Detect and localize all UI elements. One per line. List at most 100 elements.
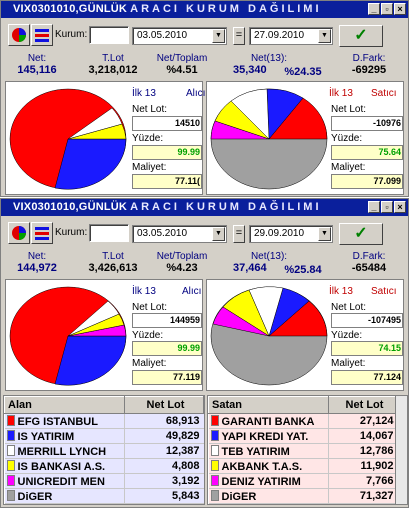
- broker-cell: UNICREDIT MEN: [4, 473, 125, 489]
- seller-ilk13-label: İlk 13: [329, 88, 353, 99]
- table-row[interactable]: MERRILL LYNCH 12,387: [4, 443, 204, 459]
- net-toplam-label: Net/Toplam: [156, 251, 208, 262]
- legend-swatch: [210, 474, 219, 486]
- seller-yuzde-field: 74.15: [331, 341, 403, 356]
- minimize-button[interactable]: _: [368, 3, 380, 15]
- kurum-input[interactable]: [89, 224, 129, 242]
- net-label: Net:: [27, 53, 47, 64]
- kurum-label: Kurum:: [55, 227, 88, 238]
- kurum-label: Kurum:: [55, 29, 88, 40]
- chevron-down-icon[interactable]: ▼: [318, 227, 331, 241]
- broker-name: IS YATIRIM: [17, 430, 75, 443]
- equals-button[interactable]: =: [233, 225, 245, 243]
- chevron-down-icon[interactable]: ▼: [212, 227, 225, 241]
- seller-yuzde-label: Yüzde:: [331, 330, 363, 341]
- broker-cell: DENIZ YATIRIM: [208, 473, 329, 489]
- window-subtitle: ARACI KURUM DAĞILIMI: [130, 3, 322, 15]
- netlot-cell: 68,913: [124, 413, 204, 429]
- broker-cell: MERRILL LYNCH: [4, 443, 125, 459]
- table-row[interactable]: DENIZ YATIRIM 7,766: [208, 473, 398, 489]
- chevron-down-icon[interactable]: ▼: [212, 29, 225, 43]
- table-row[interactable]: GARANTI BANKA 27,124: [208, 413, 398, 429]
- net-label: Net:: [27, 251, 47, 262]
- seller-panel: İlk 13 Satıcı Net Lot: -107495 Yüzde: 74…: [206, 279, 404, 391]
- netlot-cell: 14,067: [328, 428, 398, 444]
- title-bar[interactable]: VIX0301010,GÜNLÜK ARACI KURUM DAĞILIMI _…: [1, 199, 408, 216]
- restore-button[interactable]: ▫: [381, 3, 393, 15]
- net-value: 145,116: [17, 64, 57, 76]
- buyer-yuzde-field: 99.99: [132, 145, 202, 160]
- minimize-button[interactable]: _: [368, 201, 380, 213]
- legend-swatch: [6, 429, 15, 441]
- checkmark-icon: ✓: [354, 225, 368, 242]
- buyer-yuzde-label: Yüzde:: [132, 133, 164, 144]
- alan-table: Alan Net Lot EFG ISTANBUL 68,913 IS YATIRI…: [3, 395, 205, 505]
- close-button[interactable]: ×: [394, 3, 406, 15]
- seller-netlot-label: Net Lot:: [331, 302, 367, 313]
- netlot-cell: 27,124: [328, 413, 398, 429]
- netlot-cell: 3,192: [124, 473, 204, 489]
- chevron-down-icon[interactable]: ▼: [318, 29, 331, 43]
- table-row[interactable]: IS BANKASI A.S. 4,808: [4, 458, 204, 474]
- table-row[interactable]: YAPI KREDI YAT. 14,067: [208, 428, 398, 444]
- confirm-button[interactable]: ✓: [339, 25, 383, 47]
- net13-label: Net(13):: [250, 53, 288, 64]
- window-title: VIX0301010,GÜNLÜK: [13, 201, 128, 213]
- buyer-maliyet-label: Maliyet:: [132, 358, 167, 369]
- legend-swatch: [6, 474, 15, 486]
- list-view-icon[interactable]: [31, 222, 53, 244]
- alan-header[interactable]: Alan: [4, 396, 125, 414]
- window-subtitle: ARACI KURUM DAĞILIMI: [130, 201, 322, 213]
- top-window: VIX0301010,GÜNLÜK ARACI KURUM DAĞILIMI _…: [0, 0, 409, 197]
- net-value: 144,972: [17, 262, 57, 274]
- table-row[interactable]: AKBANK T.A.S. 11,902: [208, 458, 398, 474]
- confirm-button[interactable]: ✓: [339, 223, 383, 245]
- kurum-input[interactable]: [89, 26, 129, 44]
- seller-pie-chart: [210, 88, 328, 190]
- title-bar[interactable]: VIX0301010,GÜNLÜK ARACI KURUM DAĞILIMI _…: [1, 1, 408, 18]
- satan-header[interactable]: Satan: [208, 396, 329, 414]
- date-to-combo[interactable]: 27.09.2010 ▼: [249, 27, 333, 45]
- netlot-cell: 49,829: [124, 428, 204, 444]
- net-toplam-value: %4.51: [166, 64, 198, 76]
- equals-button[interactable]: =: [233, 27, 245, 45]
- net-toplam-label: Net/Toplam: [156, 53, 208, 64]
- table-row[interactable]: EFG ISTANBUL 68,913: [4, 413, 204, 429]
- date-from-combo[interactable]: 03.05.2010 ▼: [132, 27, 227, 45]
- table-row[interactable]: DiGER 5,843: [4, 488, 204, 504]
- pie-chart-icon[interactable]: [8, 222, 30, 244]
- netlot-cell: 5,843: [124, 488, 204, 504]
- alan-netlot-header[interactable]: Net Lot: [124, 396, 204, 414]
- buyer-maliyet-label: Maliyet:: [132, 162, 167, 173]
- date-from-combo[interactable]: 03.05.2010 ▼: [132, 225, 227, 243]
- broker-name: DENIZ YATIRIM: [221, 475, 301, 488]
- table-row[interactable]: UNICREDIT MEN 3,192: [4, 473, 204, 489]
- broker-cell: YAPI KREDI YAT.: [208, 428, 329, 444]
- legend-swatch: [210, 444, 219, 456]
- buyer-maliyet-field: 77.119: [132, 370, 202, 385]
- table-row[interactable]: IS YATIRIM 49,829: [4, 428, 204, 444]
- tlot-value: 3,426,613: [88, 262, 138, 274]
- broker-name: DiGER: [221, 490, 257, 503]
- seller-pie-chart: [210, 286, 328, 386]
- legend-swatch: [6, 414, 15, 426]
- broker-cell: DiGER: [208, 488, 329, 504]
- pie-chart-icon[interactable]: [8, 24, 30, 46]
- date-to-value: 29.09.2010: [254, 228, 305, 239]
- broker-cell: IS YATIRIM: [4, 428, 125, 444]
- restore-button[interactable]: ▫: [381, 201, 393, 213]
- list-view-icon[interactable]: [31, 24, 53, 46]
- date-to-combo[interactable]: 29.09.2010 ▼: [249, 225, 333, 243]
- scrollbar[interactable]: [395, 396, 407, 504]
- close-button[interactable]: ×: [394, 201, 406, 213]
- table-row[interactable]: DiGER 71,327: [208, 488, 398, 504]
- seller-yuzde-field: 75.64: [331, 145, 403, 160]
- toolbar: Kurum: 03.05.2010 ▼ = 27.09.2010 ▼ ✓: [1, 20, 408, 52]
- buyer-netlot-label: Net Lot:: [132, 302, 168, 313]
- buyer-netlot-field: 144959: [132, 313, 202, 328]
- broker-name: GARANTI BANKA: [221, 415, 315, 428]
- tlot-label: T.Lot: [102, 53, 124, 64]
- buyer-yuzde-label: Yüzde:: [132, 330, 164, 341]
- satan-netlot-header[interactable]: Net Lot: [328, 396, 398, 414]
- table-row[interactable]: TEB YATIRIM 12,786: [208, 443, 398, 459]
